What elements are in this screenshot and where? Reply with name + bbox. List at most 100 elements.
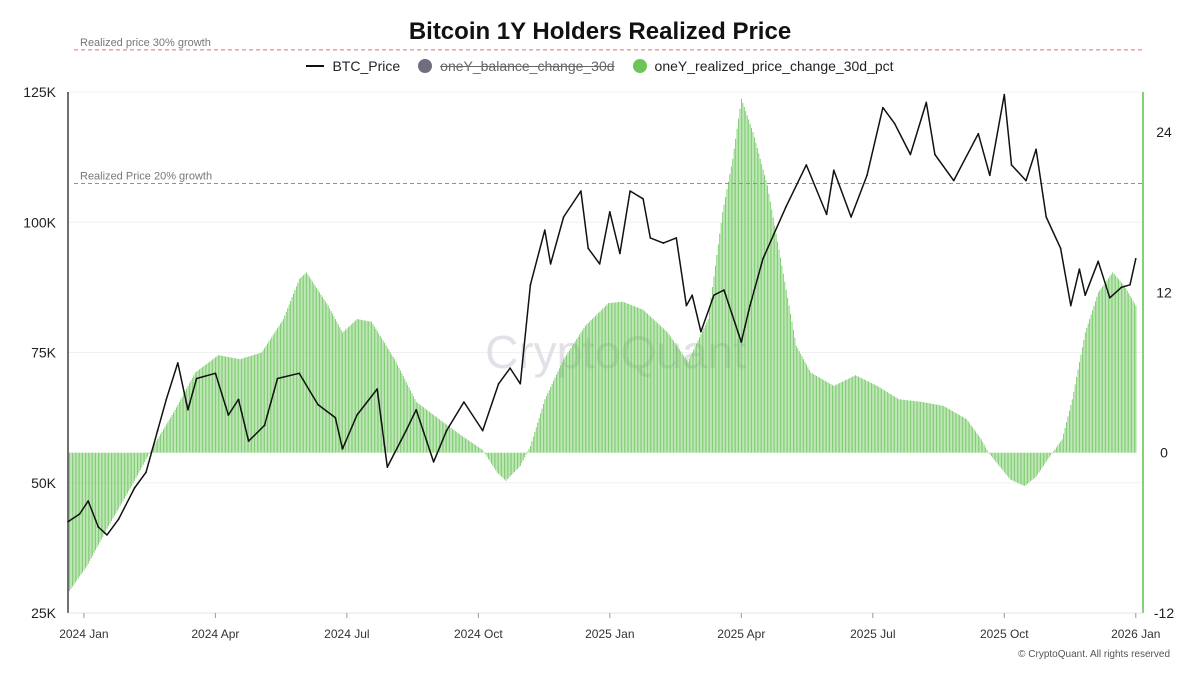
bar bbox=[243, 357, 245, 453]
bar bbox=[911, 400, 913, 453]
legend-item-balance-change[interactable]: oneY_balance_change_30d bbox=[418, 58, 615, 74]
bar bbox=[1019, 452, 1021, 485]
bar bbox=[353, 321, 355, 453]
bar bbox=[350, 324, 352, 453]
btc-price-point bbox=[405, 429, 407, 432]
btc-price-point bbox=[598, 263, 601, 265]
bar bbox=[756, 148, 758, 453]
bar bbox=[862, 378, 864, 453]
bar bbox=[501, 452, 503, 477]
bar bbox=[164, 426, 166, 453]
left-axis-tick-label: 25K bbox=[31, 605, 57, 621]
bar bbox=[467, 440, 469, 453]
bar bbox=[511, 452, 513, 475]
btc-price-point bbox=[156, 429, 159, 432]
btc-price-point bbox=[195, 377, 198, 380]
btc-price-point bbox=[609, 211, 611, 213]
bar bbox=[917, 401, 919, 453]
bar bbox=[333, 316, 335, 453]
bar bbox=[1083, 339, 1085, 453]
bar bbox=[561, 362, 563, 453]
bar bbox=[582, 330, 583, 453]
bar bbox=[181, 396, 183, 453]
bar bbox=[219, 355, 221, 453]
legend-item-btc-price[interactable]: BTC_Price bbox=[306, 58, 400, 74]
bar bbox=[1057, 445, 1059, 453]
bar bbox=[515, 452, 517, 471]
bar bbox=[1005, 452, 1007, 475]
bar bbox=[352, 323, 354, 453]
bar bbox=[1003, 452, 1005, 473]
bar bbox=[894, 396, 896, 453]
bar bbox=[288, 304, 290, 453]
bar bbox=[492, 452, 494, 466]
bar bbox=[618, 302, 620, 453]
bar bbox=[1105, 282, 1106, 453]
bar bbox=[648, 315, 650, 453]
bar bbox=[402, 376, 404, 453]
btc-price-point bbox=[227, 414, 230, 416]
legend-item-realized-price-change[interactable]: oneY_realized_price_change_30d_pct bbox=[632, 58, 894, 74]
bar bbox=[621, 301, 622, 453]
bar bbox=[977, 435, 979, 453]
btc-price-point bbox=[145, 471, 147, 474]
bar bbox=[378, 333, 380, 453]
bar bbox=[647, 313, 648, 453]
bar bbox=[332, 313, 333, 453]
bar bbox=[262, 350, 264, 453]
bar bbox=[173, 412, 175, 453]
bar bbox=[303, 275, 305, 453]
bar bbox=[433, 414, 435, 453]
x-axis-tick-label: 2025 Jan bbox=[585, 627, 634, 641]
bar bbox=[163, 429, 164, 453]
bar bbox=[434, 416, 436, 453]
bar bbox=[928, 403, 930, 453]
bar bbox=[592, 318, 594, 453]
bar bbox=[1012, 452, 1014, 481]
bar bbox=[424, 408, 426, 453]
bar bbox=[100, 452, 102, 540]
bar bbox=[746, 115, 748, 453]
bar bbox=[710, 297, 712, 453]
bar bbox=[129, 452, 131, 489]
btc-price-point bbox=[629, 190, 631, 192]
bar bbox=[1079, 362, 1080, 453]
bar bbox=[700, 334, 702, 453]
bar bbox=[171, 415, 173, 453]
bar bbox=[1074, 384, 1076, 453]
bar bbox=[843, 380, 845, 453]
bar bbox=[514, 452, 516, 472]
bar bbox=[1086, 328, 1088, 453]
btc-price-point bbox=[1129, 283, 1131, 286]
bar bbox=[339, 327, 341, 453]
bar bbox=[576, 339, 578, 453]
btc-price-point bbox=[317, 403, 319, 406]
btc-price-point bbox=[934, 153, 936, 156]
bar bbox=[1014, 452, 1015, 482]
bar bbox=[972, 427, 974, 453]
bar bbox=[138, 452, 140, 473]
bar bbox=[544, 399, 546, 453]
bar bbox=[766, 185, 768, 453]
bar bbox=[748, 119, 750, 453]
bar bbox=[217, 355, 219, 453]
bar bbox=[1077, 369, 1079, 453]
bar bbox=[251, 355, 253, 453]
x-axis-tick-label: 2024 Jul bbox=[324, 627, 369, 641]
left-axis-tick-label: 75K bbox=[31, 345, 57, 361]
bar bbox=[282, 319, 284, 453]
bar bbox=[368, 321, 370, 453]
bar bbox=[1031, 452, 1033, 481]
btc-price-point bbox=[544, 229, 546, 231]
bar bbox=[704, 325, 706, 453]
btc-price-point bbox=[1108, 296, 1111, 299]
btc-price-point bbox=[376, 388, 379, 390]
bar bbox=[430, 412, 432, 453]
x-axis-tick-label: 2025 Apr bbox=[717, 627, 765, 641]
bar bbox=[781, 265, 783, 453]
bar bbox=[1093, 305, 1095, 453]
bar bbox=[427, 410, 429, 453]
bar bbox=[596, 314, 598, 453]
bar bbox=[70, 452, 72, 589]
